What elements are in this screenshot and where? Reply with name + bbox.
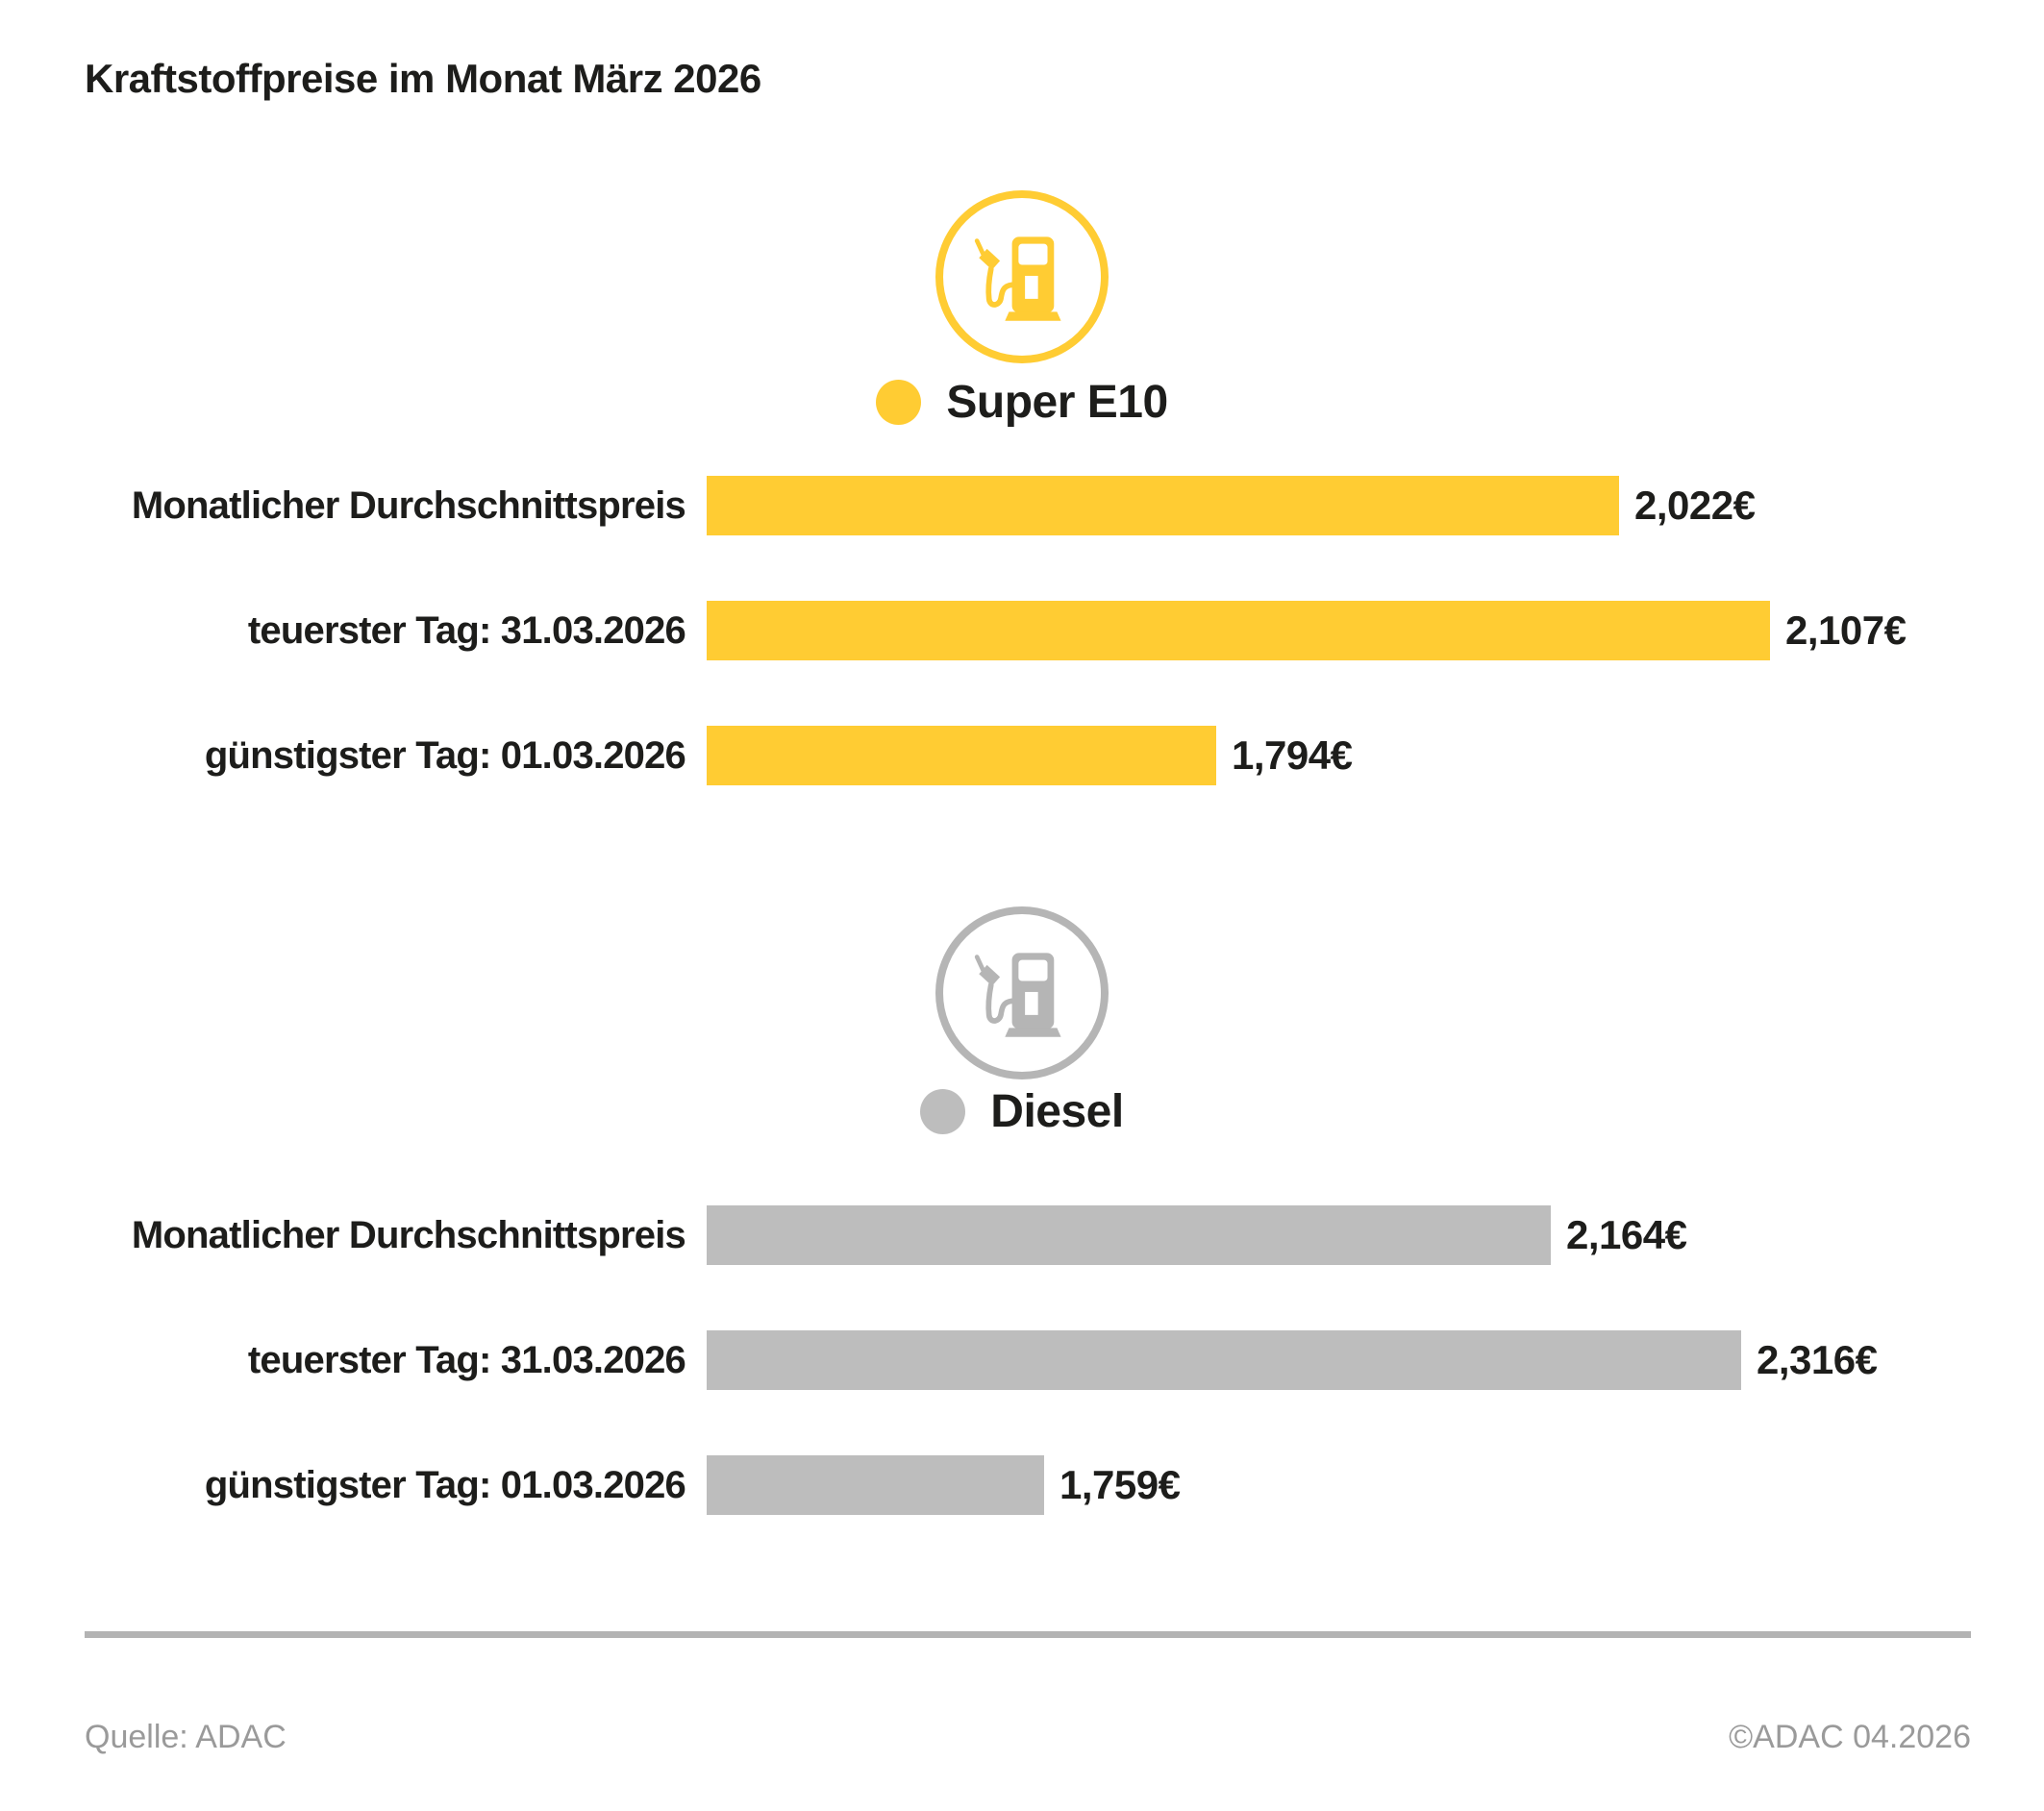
footer: Quelle: ADAC ©ADAC 04.2026: [85, 1719, 1971, 1756]
super-e10-bars: Monatlicher Durchschnittspreis 2,022€ te…: [0, 476, 2044, 851]
bar-label: teuerster Tag: 31.03.2026: [247, 1338, 686, 1381]
bar-row-diesel-cheapest-day: günstigster Tag: 01.03.2026 1,759€: [0, 1455, 2044, 1515]
bar-diesel-cheapest-day: [707, 1455, 1044, 1515]
super-e10-legend-dot-icon: [876, 380, 922, 425]
bar-super-cheapest-day: [707, 726, 1216, 785]
bar-value: 2,022€: [1634, 483, 1756, 528]
bar-row-super-average: Monatlicher Durchschnittspreis 2,022€: [0, 476, 2044, 535]
fuel-pump-icon: [972, 943, 1072, 1043]
super-e10-legend-label: Super E10: [946, 377, 1168, 428]
copyright-note: ©ADAC 04.2026: [1729, 1719, 1971, 1755]
bar-diesel-most-expensive-day: [707, 1330, 1741, 1390]
bar-row-diesel-most-expensive-day: teuerster Tag: 31.03.2026 2,316€: [0, 1330, 2044, 1390]
bar-value: 1,759€: [1059, 1462, 1181, 1507]
diesel-bars: Monatlicher Durchschnittspreis 2,164€ te…: [0, 1205, 2044, 1580]
bar-label: günstigster Tag: 01.03.2026: [204, 1463, 686, 1506]
bar-value: 2,107€: [1785, 608, 1907, 653]
bar-row-diesel-average: Monatlicher Durchschnittspreis 2,164€: [0, 1205, 2044, 1265]
super-e10-legend: Super E10: [0, 376, 2044, 429]
bar-label: teuerster Tag: 31.03.2026: [247, 608, 686, 652]
bar-row-super-cheapest-day: günstigster Tag: 01.03.2026 1,794€: [0, 726, 2044, 785]
bar-label: Monatlicher Durchschnittspreis: [131, 484, 686, 527]
source-note: Quelle: ADAC: [85, 1719, 287, 1755]
diesel-legend-dot-icon: [920, 1089, 966, 1134]
super-e10-pump-badge: [935, 190, 1109, 363]
bar-value: 2,164€: [1566, 1212, 1687, 1257]
diesel-legend-label: Diesel: [990, 1086, 1124, 1137]
bar-super-average: [707, 476, 1619, 535]
bar-row-super-most-expensive-day: teuerster Tag: 31.03.2026 2,107€: [0, 601, 2044, 660]
bar-label: Monatlicher Durchschnittspreis: [131, 1213, 686, 1256]
diesel-legend: Diesel: [0, 1085, 2044, 1138]
page-title: Kraftstoffpreise im Monat März 2026: [85, 56, 761, 101]
bar-value: 2,316€: [1757, 1337, 1878, 1382]
diesel-pump-badge: [935, 906, 1109, 1079]
footer-divider: [85, 1631, 1971, 1638]
bar-super-most-expensive-day: [707, 601, 1770, 660]
bar-label: günstigster Tag: 01.03.2026: [204, 733, 686, 777]
bar-value: 1,794€: [1232, 732, 1353, 778]
bar-diesel-average: [707, 1205, 1551, 1265]
fuel-pump-icon: [972, 227, 1072, 327]
